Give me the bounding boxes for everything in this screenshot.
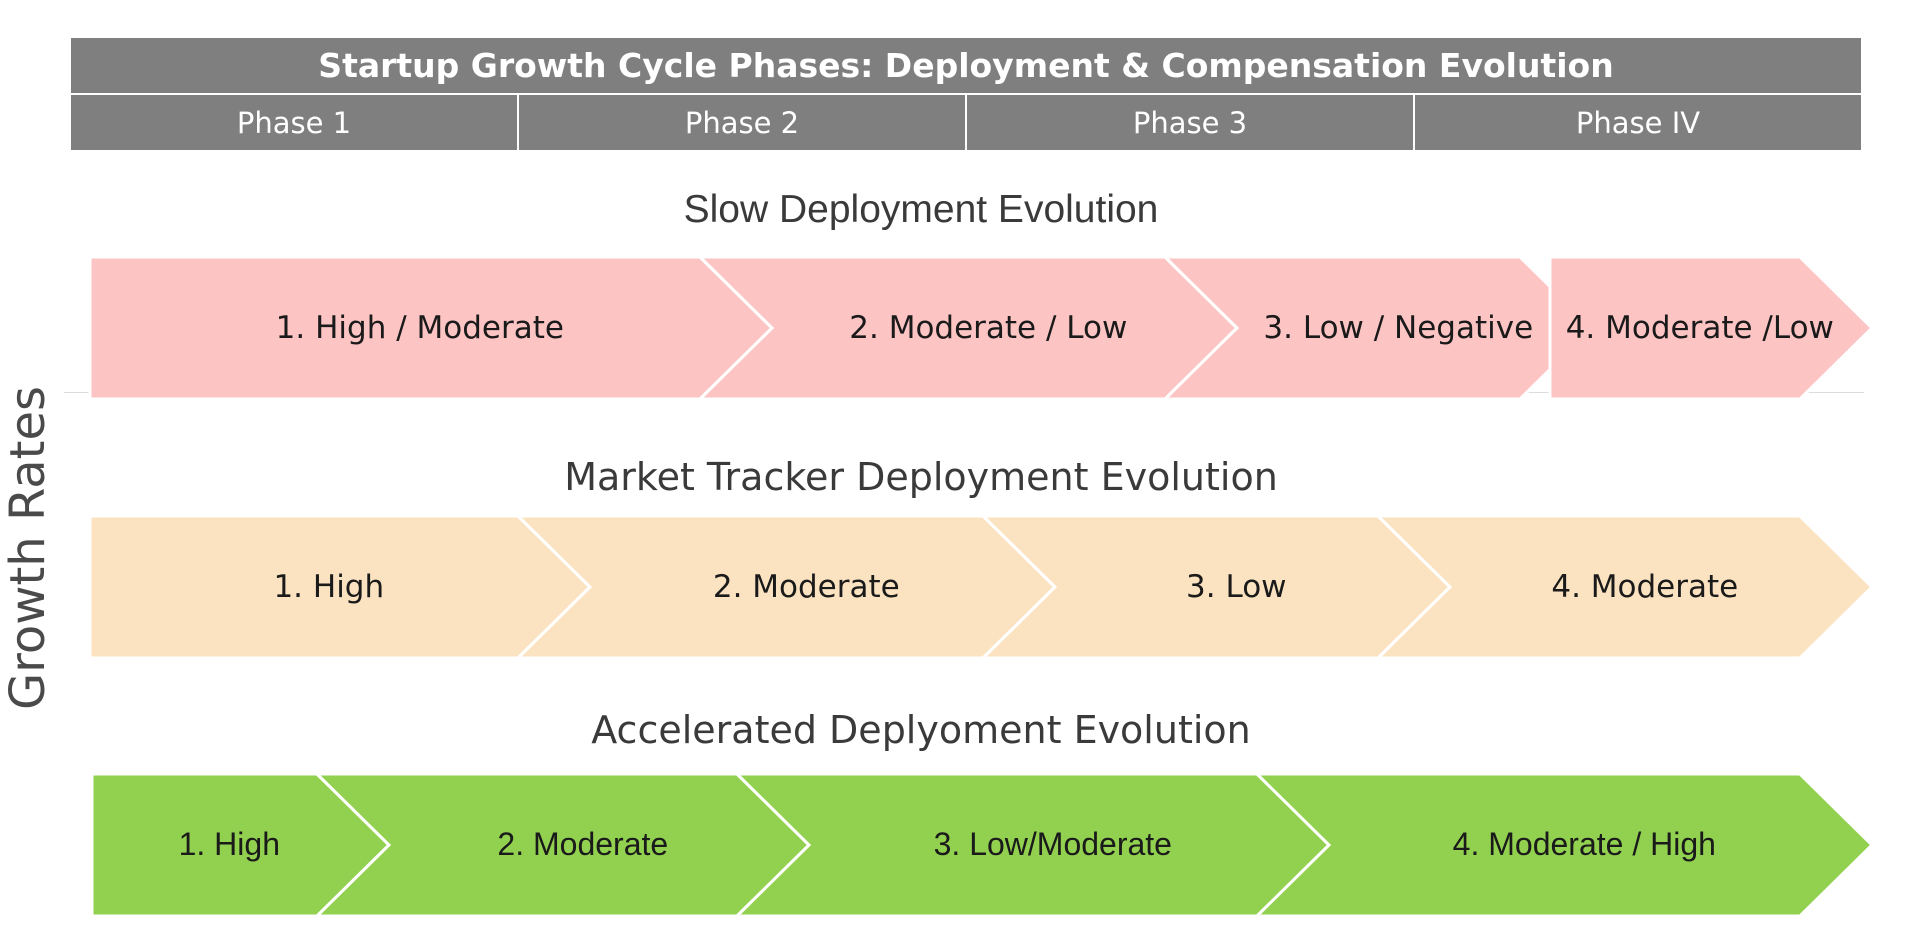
market-step-4-shape xyxy=(1374,514,1875,660)
slow-step-3-shape xyxy=(1161,255,1595,401)
slow-step-3-label: 3. Low / Negative xyxy=(1263,309,1534,346)
accel-step-2-label: 2. Moderate xyxy=(497,826,669,863)
market-step-2: 2. Moderate xyxy=(514,514,1058,660)
slow-step-1: 1. High / Moderate xyxy=(88,255,775,401)
market-step-4-label: 4. Moderate xyxy=(1551,568,1739,605)
market-step-1-label: 1. High xyxy=(273,568,385,605)
market-step-3-label: 3. Low xyxy=(1186,568,1287,605)
slow-step-4-label: 4. Moderate /Low xyxy=(1565,309,1834,346)
accel-step-3: 3. Low/Moderate xyxy=(733,772,1332,918)
market-tracker-title: Market Tracker Deployment Evolution xyxy=(564,455,1278,499)
slow-step-3-polygon xyxy=(1161,255,1595,401)
phase-4-header: Phase IV xyxy=(1413,95,1861,150)
slow-step-2-label: 2. Moderate / Low xyxy=(849,309,1128,346)
slow-step-2: 2. Moderate / Low xyxy=(696,255,1240,401)
accel-step-4-shape xyxy=(1253,772,1875,918)
market-tracker-arrows: 1. High 2. Moderate 3. Low 4. Moderate xyxy=(0,514,1920,660)
accel-step-3-label: 3. Low/Moderate xyxy=(933,826,1172,863)
phase-header-row: Phase 1 Phase 2 Phase 3 Phase IV xyxy=(71,95,1861,150)
market-step-2-label: 2. Moderate xyxy=(712,568,900,605)
slow-deployment-arrows: 1. High / Moderate 2. Moderate / Low 3. … xyxy=(0,255,1920,401)
slow-step-3: 3. Low / Negative xyxy=(1161,255,1595,401)
accel-step-1: 1. High xyxy=(90,772,392,918)
slow-step-1-label: 1. High / Moderate xyxy=(275,309,564,346)
accel-step-2: 2. Moderate xyxy=(313,772,812,918)
market-step-1: 1. High xyxy=(88,514,593,660)
phase-2-header: Phase 2 xyxy=(517,95,965,150)
market-step-4-polygon xyxy=(1374,514,1875,660)
accel-step-4-label: 4. Moderate / High xyxy=(1452,826,1716,863)
slow-step-4-shape xyxy=(1548,255,1875,401)
accel-step-4-polygon xyxy=(1253,772,1875,918)
diagram-title: Startup Growth Cycle Phases: Deployment … xyxy=(71,38,1861,93)
accel-step-4: 4. Moderate / High xyxy=(1253,772,1875,918)
slow-step-4-polygon xyxy=(1548,255,1875,401)
phase-3-header: Phase 3 xyxy=(965,95,1413,150)
accelerated-deployment-title: Accelerated Deplyoment Evolution xyxy=(591,708,1251,752)
accel-step-1-label: 1. High xyxy=(178,826,280,863)
slow-deployment-title: Slow Deployment Evolution xyxy=(683,188,1159,231)
market-step-4: 4. Moderate xyxy=(1374,514,1875,660)
phase-1-header: Phase 1 xyxy=(71,95,517,150)
accelerated-deployment-arrows: 1. High 2. Moderate 3. Low/Moderate 4. M… xyxy=(0,772,1920,918)
slow-step-4: 4. Moderate /Low xyxy=(1548,255,1875,401)
